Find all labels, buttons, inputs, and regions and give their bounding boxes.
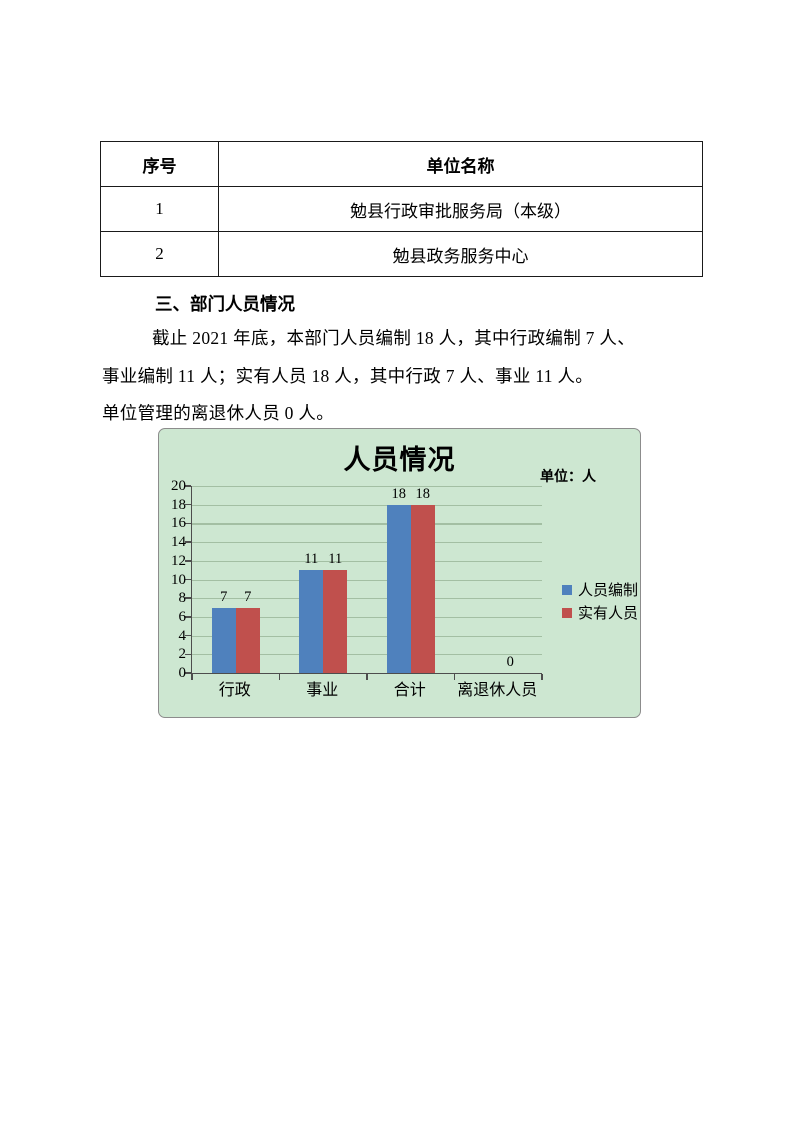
y-axis-label: 0 xyxy=(178,665,187,681)
chart-legend: 人员编制 实有人员 xyxy=(562,578,638,624)
y-axis-tick xyxy=(185,634,191,637)
table-header-row: 序号 单位名称 xyxy=(100,141,703,187)
personnel-bar-chart: 人员情况 单位：人 7 7 11 11 18 18 0 人员编制实有人员 0 2 4 6 8 10 12… xyxy=(158,428,641,718)
data-label: 7 xyxy=(244,588,252,605)
legend-swatch xyxy=(562,607,572,618)
y-axis-label: 20 xyxy=(171,478,186,494)
serial-cell: 2 xyxy=(100,231,219,277)
data-label: 18 xyxy=(415,485,431,502)
y-axis-label: 4 xyxy=(178,627,187,644)
data-label: 11 xyxy=(304,551,319,568)
serial-cell: 1 xyxy=(100,186,219,232)
y-axis-label: 10 xyxy=(171,571,186,588)
paragraph-line: 单位管理的离退休人员 0 人。 xyxy=(102,403,334,423)
y-axis-tick xyxy=(185,672,191,674)
header-serial: 序号 xyxy=(100,141,219,187)
bar xyxy=(410,504,435,673)
x-axis-tick xyxy=(453,674,456,680)
y-axis-tick xyxy=(185,597,191,599)
gridline xyxy=(192,598,542,600)
plot-area: 7 7 11 11 18 18 0 xyxy=(185,485,543,680)
gridline xyxy=(192,635,542,637)
paragraph-line: 事业编制 11 人；实有人员 18 人，其中行政 7 人、事业 11 人。 xyxy=(102,365,594,386)
y-axis-tick xyxy=(185,503,191,506)
table-row: 2 勉县政务服务中心 xyxy=(100,231,703,277)
bar xyxy=(211,607,236,673)
bar xyxy=(386,504,411,673)
gridline xyxy=(192,579,542,581)
y-axis-label: 6 xyxy=(178,608,187,625)
gridline xyxy=(192,616,542,619)
y-axis-tick xyxy=(185,578,191,581)
gridline xyxy=(192,523,542,525)
y-axis-tick xyxy=(185,653,191,656)
category-label: 离退休人员 xyxy=(457,682,538,699)
header-unit-name: 单位名称 xyxy=(218,141,703,187)
unit-name-cell: 勉县行政审批服务局（本级） xyxy=(218,186,703,232)
bar xyxy=(323,570,348,673)
x-axis-tick xyxy=(191,674,193,680)
gridline xyxy=(192,654,542,656)
category-label: 行政 xyxy=(218,682,251,699)
y-axis-tick xyxy=(185,522,191,525)
table-row: 1 勉县行政审批服务局（本级） xyxy=(100,186,703,232)
legend-label: 人员编制 xyxy=(578,583,639,599)
legend-label: 实有人员 xyxy=(578,606,639,622)
unit-name-cell: 勉县政务服务中心 xyxy=(218,231,703,277)
x-axis-tick xyxy=(278,674,281,680)
y-axis-tick xyxy=(185,560,191,562)
y-axis-label: 2 xyxy=(178,646,187,663)
personnel-paragraph: 截止 2021 年底，本部门人员编制 18 人，其中行政编制 7 人、 事业编制… xyxy=(102,320,702,433)
y-axis-tick xyxy=(185,616,191,618)
x-axis-tick xyxy=(541,674,543,680)
data-label: 11 xyxy=(328,551,343,568)
y-axis-tick xyxy=(185,541,191,543)
x-axis-tick xyxy=(366,674,368,680)
gridline xyxy=(192,542,542,544)
category-label: 合计 xyxy=(393,682,426,699)
data-label: 0 xyxy=(506,654,514,670)
y-axis-label: 12 xyxy=(171,552,186,569)
section-heading: 三、部门人员情况 xyxy=(155,294,295,314)
gridline xyxy=(192,504,542,506)
chart-title: 人员情况 xyxy=(343,445,456,475)
gridline xyxy=(192,486,542,488)
data-label: 7 xyxy=(220,588,228,605)
y-axis-label: 14 xyxy=(171,534,186,551)
units-table: 序号 单位名称 1 勉县行政审批服务局（本级） 2 勉县政务服务中心 xyxy=(100,141,703,277)
gridline xyxy=(192,560,542,562)
bar xyxy=(299,570,324,673)
legend-swatch xyxy=(562,584,572,595)
data-label: 18 xyxy=(391,485,407,502)
bar xyxy=(235,607,260,673)
chart-unit-label: 单位：人 xyxy=(540,468,596,484)
y-axis-tick xyxy=(185,485,191,487)
legend-entry: 人员编制 xyxy=(562,578,638,601)
category-label: 事业 xyxy=(306,682,339,699)
legend-entry: 实有人员 xyxy=(562,601,638,624)
y-axis-label: 18 xyxy=(171,496,186,513)
y-axis-label: 16 xyxy=(171,515,186,532)
y-axis-label: 8 xyxy=(178,590,187,607)
paragraph-line: 截止 2021 年底，本部门人员编制 18 人，其中行政编制 7 人、 xyxy=(152,328,635,348)
